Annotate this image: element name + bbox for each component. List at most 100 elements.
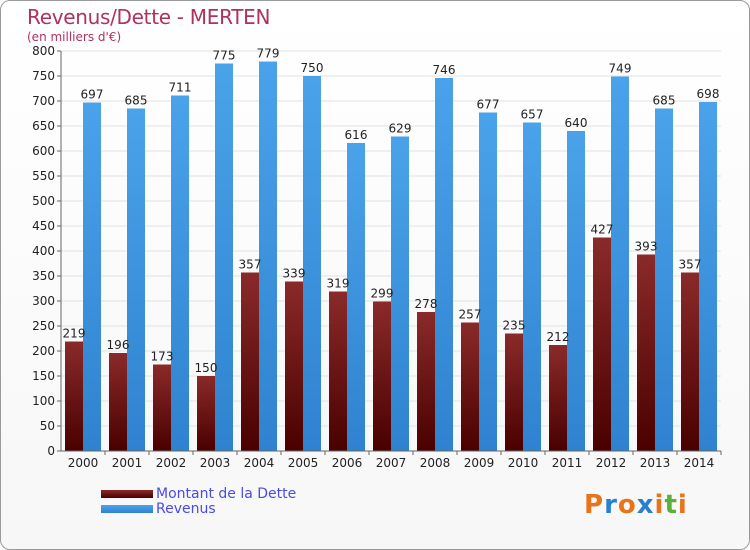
- chart-title: Revenus/Dette - MERTEN: [27, 5, 271, 29]
- value-label-revenus: 685: [125, 94, 148, 108]
- x-tick-label: 2009: [464, 456, 495, 470]
- bar-dette: [681, 272, 699, 451]
- value-label-dette: 235: [503, 319, 526, 333]
- bar-dette: [197, 376, 215, 451]
- legend-swatches: [101, 490, 153, 513]
- value-label-dette: 196: [107, 338, 130, 352]
- bar-revenus: [259, 61, 277, 451]
- value-label-revenus: 746: [433, 63, 456, 77]
- value-label-revenus: 749: [609, 62, 632, 76]
- bar-revenus: [567, 131, 585, 451]
- value-label-revenus: 616: [345, 128, 368, 142]
- value-label-revenus: 697: [81, 88, 104, 102]
- bar-dette: [461, 322, 479, 451]
- x-tick-label: 2002: [156, 456, 187, 470]
- value-label-dette: 393: [635, 240, 658, 254]
- x-tick-label: 2003: [200, 456, 231, 470]
- x-tick-label: 2001: [112, 456, 143, 470]
- bar-dette: [329, 291, 347, 451]
- bar-dette: [109, 353, 127, 451]
- proxiti-logo: Proxiti: [584, 490, 688, 520]
- legend-label-debt: Montant de la Dette: [156, 486, 297, 502]
- bar-revenus: [83, 102, 101, 451]
- bar-revenus: [435, 78, 453, 451]
- value-label-dette: 150: [195, 361, 218, 375]
- logo-letter: i: [677, 490, 688, 520]
- value-label-revenus: 711: [169, 81, 192, 95]
- bar-dette: [373, 301, 391, 451]
- y-tick-label: 400: [32, 244, 55, 258]
- value-label-dette: 212: [547, 330, 570, 344]
- x-tick-label: 2005: [288, 456, 319, 470]
- x-tick-label: 2014: [684, 456, 715, 470]
- bar-revenus: [479, 112, 497, 451]
- y-tick-label: 200: [32, 344, 55, 358]
- logo-letter: o: [617, 490, 637, 520]
- value-label-dette: 319: [327, 277, 350, 291]
- value-label-revenus: 685: [653, 94, 676, 108]
- bar-revenus: [347, 143, 365, 451]
- value-label-revenus: 677: [477, 98, 500, 112]
- x-tick-label: 2007: [376, 456, 407, 470]
- bar-revenus: [699, 102, 717, 451]
- value-label-dette: 278: [415, 297, 438, 311]
- x-tick-label: 2006: [332, 456, 363, 470]
- bar-dette: [549, 345, 567, 451]
- y-tick-label: 0: [47, 444, 55, 458]
- y-tick-label: 250: [32, 319, 55, 333]
- bar-dette: [593, 237, 611, 451]
- y-tick-label: 650: [32, 119, 55, 133]
- value-label-dette: 339: [283, 267, 306, 281]
- y-tick-label: 750: [32, 69, 55, 83]
- value-label-revenus: 698: [697, 87, 720, 101]
- y-tick-label: 50: [40, 419, 55, 433]
- y-tick-label: 450: [32, 219, 55, 233]
- value-label-dette: 257: [459, 308, 482, 322]
- value-label-dette: 427: [591, 223, 614, 237]
- bar-revenus: [655, 108, 673, 451]
- x-tick-label: 2013: [640, 456, 671, 470]
- y-tick-label: 150: [32, 369, 55, 383]
- value-label-revenus: 779: [257, 47, 280, 61]
- value-label-revenus: 750: [301, 61, 324, 75]
- y-tick-label: 350: [32, 269, 55, 283]
- bar-dette: [505, 333, 523, 451]
- bars: [65, 61, 717, 451]
- y-tick-label: 100: [32, 394, 55, 408]
- x-tick-label: 2010: [508, 456, 539, 470]
- value-labels: 219 697 196 685 173 711 150 775 357 779 339 750 319 6…: [63, 47, 720, 376]
- x-tick-label: 2012: [596, 456, 627, 470]
- bar-revenus: [215, 63, 233, 451]
- logo-letter: t: [664, 490, 678, 520]
- legend-swatch-revenus: [101, 505, 153, 513]
- bar-dette: [65, 341, 83, 451]
- bar-revenus: [171, 95, 189, 451]
- bar-revenus: [523, 122, 541, 451]
- value-label-revenus: 629: [389, 122, 412, 136]
- logo-letter: P: [584, 490, 605, 520]
- legend-swatch-dette: [101, 490, 153, 498]
- logo-letter: x: [636, 490, 655, 520]
- y-tick-label: 300: [32, 294, 55, 308]
- chart-subtitle: (en milliers d'€): [27, 30, 122, 44]
- axes: 0 50 100 150 200 250 300 350 400 450 500 550 600 650 7…: [32, 44, 722, 470]
- bar-revenus: [391, 136, 409, 451]
- bar-dette: [637, 254, 655, 451]
- logo-letter: r: [604, 490, 618, 520]
- x-tick-label: 2008: [420, 456, 451, 470]
- x-tick-label: 2011: [552, 456, 583, 470]
- bar-dette: [417, 312, 435, 451]
- value-label-revenus: 657: [521, 108, 544, 122]
- bar-dette: [241, 272, 259, 451]
- value-label-dette: 357: [239, 258, 262, 272]
- value-label-dette: 219: [63, 327, 86, 341]
- value-label-dette: 173: [151, 350, 174, 364]
- value-label-revenus: 640: [565, 116, 588, 130]
- y-tick-label: 700: [32, 94, 55, 108]
- bar-revenus: [611, 76, 629, 451]
- logo-letter: i: [654, 490, 665, 520]
- bar-dette: [153, 364, 171, 451]
- y-tick-label: 600: [32, 144, 55, 158]
- value-label-dette: 299: [371, 287, 394, 301]
